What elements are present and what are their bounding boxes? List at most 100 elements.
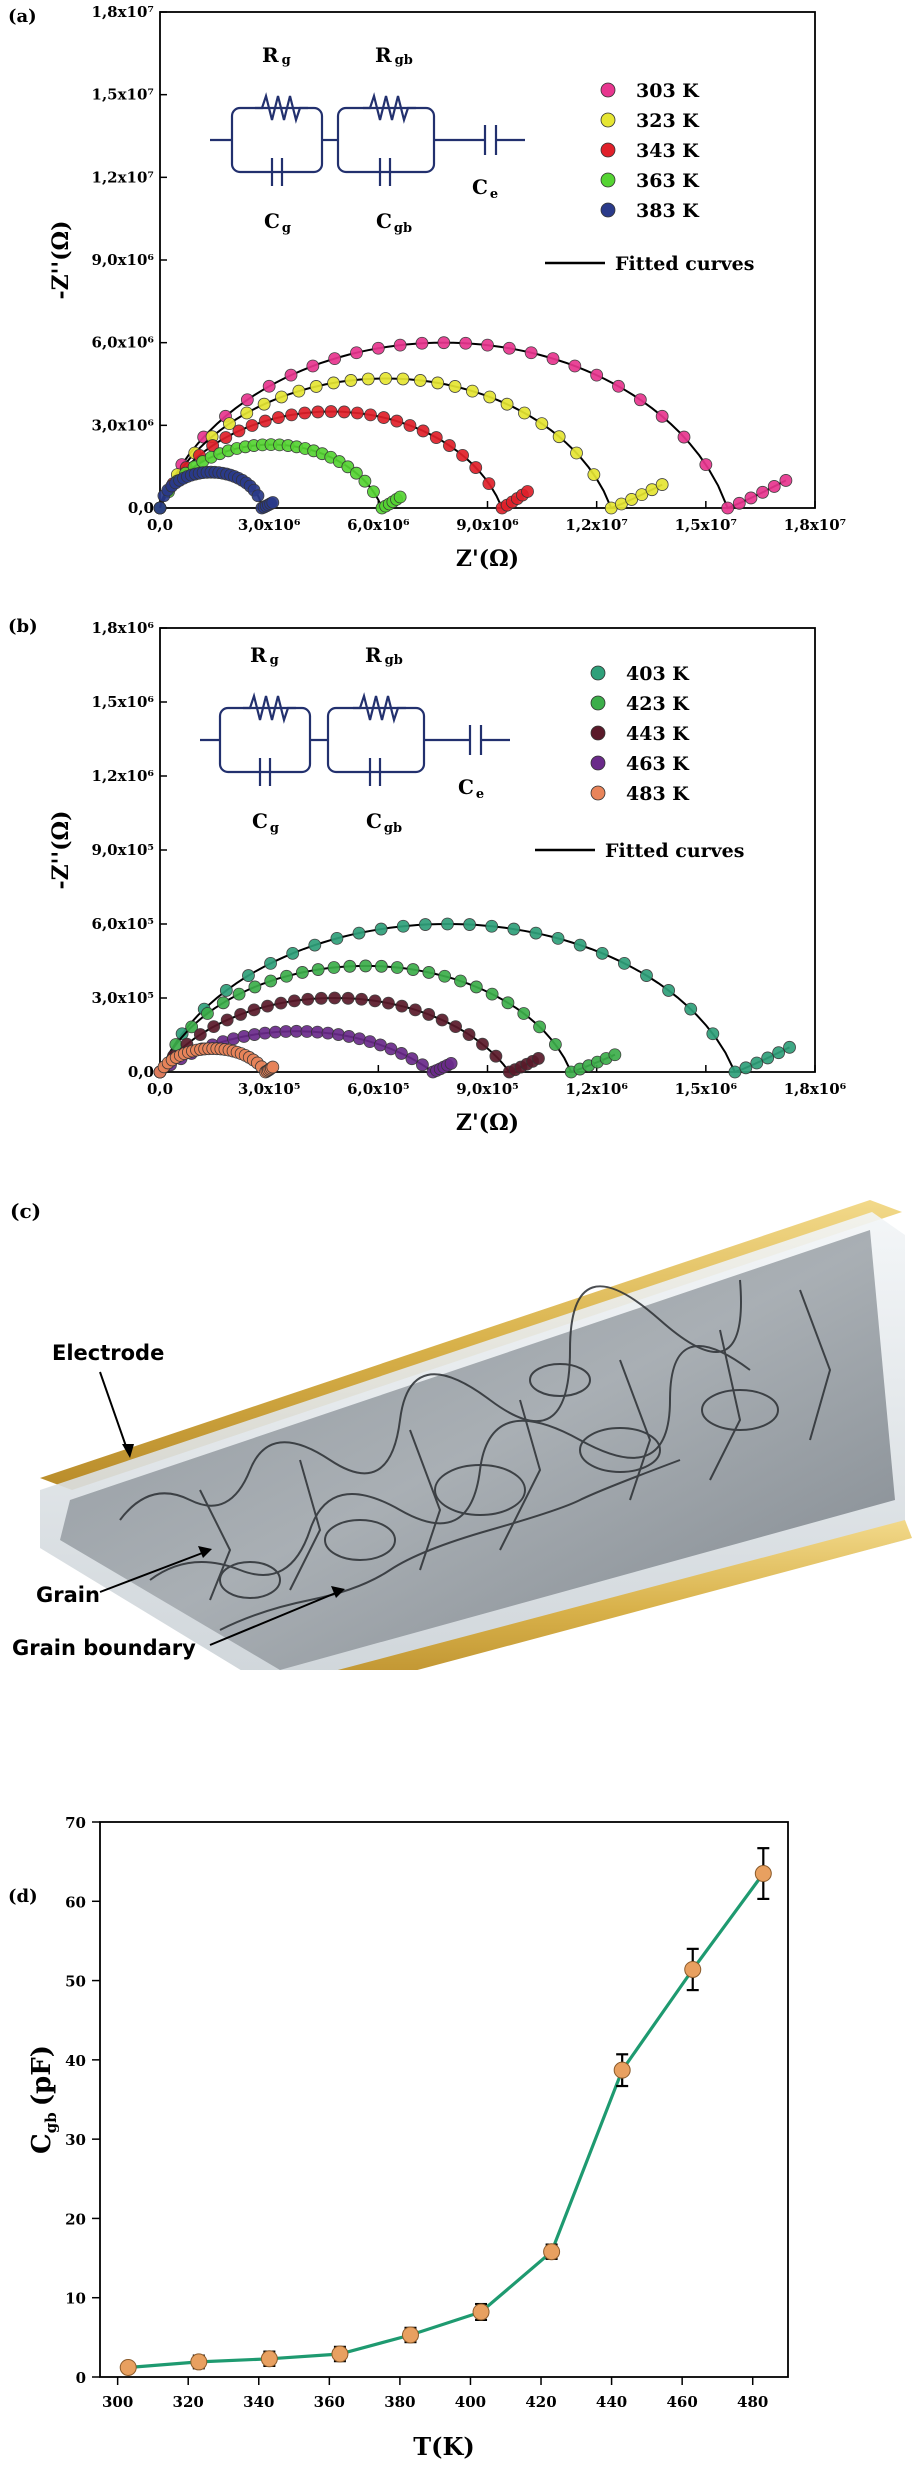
panel-c-grain-diagram: (c) Electrode Grain Grain boundary <box>10 1199 912 1670</box>
d-y-tick-label: 30 <box>65 2131 86 2149</box>
panel-a-nyquist-plot: (a) 0,0 3,0x10⁶ 6,0x10⁶ 9,0x10⁶ 1,2x10⁷ 1,5x1… <box>8 3 846 572</box>
a-data-point <box>443 439 456 452</box>
a-data-point <box>552 430 566 444</box>
b-legend-marker <box>590 665 606 681</box>
b-data-point <box>640 969 653 982</box>
grain-boundary-arrow <box>209 1591 339 1646</box>
svg-text:Rgb: Rgb <box>365 643 403 668</box>
b-data-point <box>761 1051 775 1065</box>
d-y-tick-label: 20 <box>65 2210 86 2228</box>
b-data-point <box>274 996 288 1010</box>
a-data-point <box>587 468 601 481</box>
a-data-point <box>521 485 534 498</box>
b-data-point <box>201 1007 214 1020</box>
a-data-point <box>448 380 462 393</box>
circuit-b-rgb-label: R <box>365 643 382 667</box>
a-data-point <box>481 338 494 352</box>
b-legend-label: 403 K <box>626 663 690 685</box>
a-data-point <box>298 406 312 420</box>
d-x-tick-label: 360 <box>314 2393 345 2411</box>
panel-a-axes: 0,0 3,0x10⁶ 6,0x10⁶ 9,0x10⁶ 1,2x10⁷ 1,5x10⁷ 1,… <box>48 3 846 572</box>
b-data-point <box>485 919 499 933</box>
svg-text:Rg: Rg <box>250 643 279 668</box>
d-data-point <box>543 2243 561 2261</box>
b-data-point <box>341 991 355 1005</box>
b-x-tick-label: 3,0x10⁵ <box>238 1080 300 1098</box>
b-data-point <box>532 1052 545 1065</box>
b-data-point <box>435 1013 449 1027</box>
a-legend-marker <box>600 202 616 218</box>
b-y-tick-label: 6,0x10⁵ <box>92 915 154 933</box>
b-x-tick-label: 1,5x10⁶ <box>675 1080 738 1098</box>
a-data-point <box>377 411 391 424</box>
b-data-point <box>232 987 246 1001</box>
b-data-point <box>706 1027 720 1041</box>
a-data-point <box>337 405 351 419</box>
b-x-tick-label: 6,0x10⁵ <box>347 1080 409 1098</box>
a-data-point <box>223 417 236 431</box>
b-data-point <box>321 1026 335 1040</box>
d-x-tick-label: 440 <box>596 2393 627 2411</box>
a-data-point <box>612 379 625 393</box>
a-legend-label: 303 K <box>636 80 700 102</box>
a-data-point <box>779 474 793 487</box>
panel-a-equivalent-circuit-icon <box>210 92 525 186</box>
b-data-point <box>517 1007 531 1020</box>
a-data-point <box>379 372 393 385</box>
a-data-point <box>396 372 410 386</box>
circuit-rgb-label: R <box>375 43 392 67</box>
d-x-tick-label: 300 <box>102 2393 133 2411</box>
d-x-tick-label: 320 <box>173 2393 204 2411</box>
circuit-cg-label: C <box>264 209 280 233</box>
a-data-point <box>272 411 285 424</box>
b-data-point <box>327 961 341 974</box>
panel-c-label: (c) <box>10 1199 41 1223</box>
electrode-label: Electrode <box>52 1341 164 1365</box>
b-data-point <box>237 1030 251 1043</box>
b-y-tick-label: 9,0x10⁵ <box>92 841 154 859</box>
a-data-point <box>367 485 380 499</box>
a-data-point <box>546 352 560 366</box>
a-data-point <box>570 446 583 460</box>
circuit-cgb-label: C <box>376 209 392 233</box>
b-data-point <box>352 926 366 940</box>
a-data-point <box>232 424 246 438</box>
b-data-point <box>264 956 277 970</box>
panel-a-label: (a) <box>8 6 37 27</box>
d-x-tick-label: 420 <box>525 2393 556 2411</box>
b-data-point <box>548 1038 562 1051</box>
top-electrode <box>40 1200 902 1490</box>
b-data-point <box>489 1049 503 1063</box>
d-data-point <box>754 1865 772 1883</box>
b-data-point <box>287 994 301 1008</box>
b-data-point <box>266 1060 280 1074</box>
b-y-tick-label: 1,5x10⁶ <box>92 693 155 711</box>
b-data-point <box>444 1056 458 1070</box>
d-x-tick-label: 460 <box>666 2393 697 2411</box>
d-x-tick-label: 400 <box>455 2393 486 2411</box>
b-data-point <box>573 938 587 952</box>
b-x-tick-label: 0,0 <box>147 1080 173 1098</box>
svg-text:Cg: Cg <box>252 809 279 836</box>
a-legend-label: 343 K <box>636 140 700 162</box>
d-data-point <box>472 2303 490 2321</box>
a-data-point <box>524 346 538 360</box>
b-data-point <box>193 1028 207 1041</box>
a-y-tick-label: 6,0x10⁶ <box>92 334 155 352</box>
a-data-point <box>415 336 429 350</box>
b-x-tick-label: 9,0x10⁵ <box>456 1080 518 1098</box>
a-data-point <box>655 409 669 423</box>
a-data-point <box>306 359 320 373</box>
d-x-axis-label: T(K) <box>413 2432 474 2461</box>
a-data-point <box>416 424 430 438</box>
b-data-point <box>234 1008 248 1021</box>
b-data-point <box>684 1002 698 1016</box>
b-data-point <box>405 1052 419 1066</box>
a-data-point <box>364 408 377 422</box>
d-y-tick-label: 0 <box>76 2369 86 2387</box>
a-legend-marker <box>600 142 616 158</box>
a-data-point <box>219 431 233 444</box>
d-x-tick-label: 380 <box>384 2393 415 2411</box>
a-data-point <box>262 379 276 393</box>
a-data-point <box>153 501 167 515</box>
